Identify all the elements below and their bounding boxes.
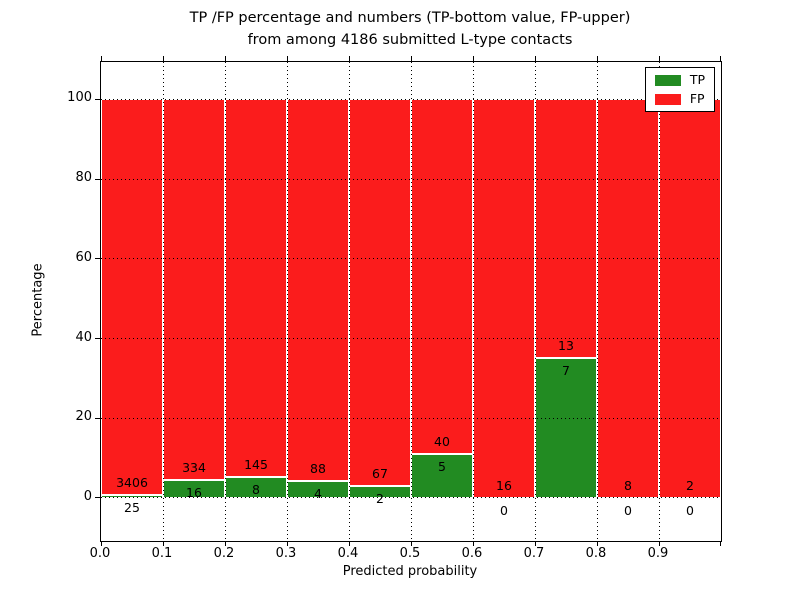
y-tick-label: 80: [75, 170, 92, 186]
gridline-v: [162, 62, 164, 541]
x-tick-label: 0.9: [647, 546, 669, 561]
bar-segment-fp: [101, 99, 163, 496]
tp-count-label: 25: [124, 500, 140, 516]
gridline-v: [534, 62, 536, 541]
x-tick-label: 0.4: [337, 546, 359, 561]
chart-title-line2: from among 4186 submitted L-type contact…: [247, 32, 573, 48]
fp-count-label: 88: [310, 460, 326, 476]
bar-segment-fp: [411, 99, 473, 454]
x-tick-mark-top: [535, 56, 536, 61]
y-tick-label: 40: [75, 329, 92, 345]
x-tick-mark: [225, 541, 226, 546]
fp-count-label: 334: [182, 459, 206, 475]
x-tick-mark-top: [349, 56, 350, 61]
fp-count-label: 2: [686, 477, 694, 493]
x-tick-mark: [287, 541, 288, 546]
fp-count-label: 3406: [116, 475, 148, 491]
y-tick-label: 20: [75, 409, 92, 425]
x-tick-label: 0.6: [461, 546, 483, 561]
gridline-v: [658, 62, 660, 541]
fp-count-label: 145: [244, 457, 268, 473]
y-tick-label: 60: [75, 249, 92, 265]
legend-swatch-tp-icon: [654, 74, 681, 86]
x-tick-mark-top: [659, 56, 660, 61]
bar-segment-fp: [535, 99, 597, 359]
x-tick-mark: [163, 541, 164, 546]
y-tick-mark: [95, 98, 100, 100]
fp-count-label: 40: [434, 433, 450, 449]
bar-segment-fp: [597, 99, 659, 498]
tp-count-label: 0: [624, 502, 632, 518]
fp-count-label: 13: [558, 338, 574, 354]
legend-entry-fp: FP: [654, 91, 705, 106]
y-tick-mark: [95, 497, 100, 499]
gridline-v: [286, 62, 288, 541]
x-tick-label: 0.7: [523, 546, 545, 561]
gridline-v: [410, 62, 412, 541]
tp-count-label: 16: [186, 484, 202, 500]
x-axis-label: Predicted probability: [342, 564, 478, 579]
y-tick-mark: [95, 338, 100, 340]
bar-segment-fp: [225, 99, 287, 478]
x-tick-mark-top: [411, 56, 412, 61]
bar-segment-tp: [535, 358, 597, 498]
legend-swatch-fp-icon: [654, 93, 681, 105]
tp-count-label: 5: [438, 458, 446, 474]
x-tick-mark: [659, 541, 660, 546]
x-tick-mark-top: [287, 56, 288, 61]
fp-count-label: 8: [624, 477, 632, 493]
x-tick-mark-top: [163, 56, 164, 61]
x-tick-mark: [349, 541, 350, 546]
legend: TP FP: [644, 67, 715, 112]
legend-label-fp: FP: [689, 91, 705, 106]
y-tick-label: 100: [67, 90, 92, 106]
x-tick-mark: [473, 541, 474, 546]
tp-count-label: 4: [314, 485, 322, 501]
x-tick-mark-top: [473, 56, 474, 61]
bar-segment-tp: [411, 453, 473, 498]
bar-segment-fp: [349, 99, 411, 487]
chart-title: TP /FP percentage and numbers (TP-bottom…: [100, 7, 720, 51]
bar-segment-fp: [659, 99, 721, 498]
x-tick-mark: [411, 541, 412, 546]
fp-count-label: 16: [496, 477, 512, 493]
x-tick-mark-top: [720, 56, 721, 61]
y-tick-mark: [95, 258, 100, 260]
x-tick-label: 0.2: [213, 546, 235, 561]
x-tick-label: 0.0: [89, 546, 111, 561]
x-tick-mark-top: [597, 56, 598, 61]
x-tick-label: 0.8: [585, 546, 607, 561]
y-axis-label: Percentage: [30, 263, 46, 337]
x-tick-mark-top: [225, 56, 226, 61]
gridline-v: [224, 62, 226, 541]
legend-entry-tp: TP: [654, 72, 705, 87]
tp-count-label: 7: [562, 363, 570, 379]
x-tick-mark: [597, 541, 598, 546]
gridline-v: [596, 62, 598, 541]
x-tick-label: 0.1: [151, 546, 173, 561]
x-tick-mark: [720, 541, 721, 546]
y-tick-mark: [95, 178, 100, 180]
x-tick-label: 0.3: [275, 546, 297, 561]
bar-segment-fp: [287, 99, 349, 481]
legend-label-tp: TP: [689, 72, 705, 87]
x-tick-label: 0.5: [399, 546, 421, 561]
fp-count-label: 67: [372, 466, 388, 482]
plot-area: TP FP 3406 25 334 16 145 8 88 4 67 2 40 5 16 0 13 7 8 0 2 0: [95, 56, 722, 546]
x-tick-mark: [101, 541, 102, 546]
x-tick-mark: [535, 541, 536, 546]
tp-count-label: 0: [500, 502, 508, 518]
tp-count-label: 0: [686, 502, 694, 518]
tp-count-label: 8: [252, 482, 260, 498]
x-tick-mark-top: [101, 56, 102, 61]
y-tick-label: 0: [83, 488, 92, 504]
gridline-v: [472, 62, 474, 541]
y-tick-mark: [95, 417, 100, 419]
chart-title-line1: TP /FP percentage and numbers (TP-bottom…: [189, 10, 631, 26]
bar-segment-fp: [473, 99, 535, 498]
gridline-v: [348, 62, 350, 541]
bar-segment-fp: [163, 99, 225, 480]
tp-count-label: 2: [376, 491, 384, 507]
